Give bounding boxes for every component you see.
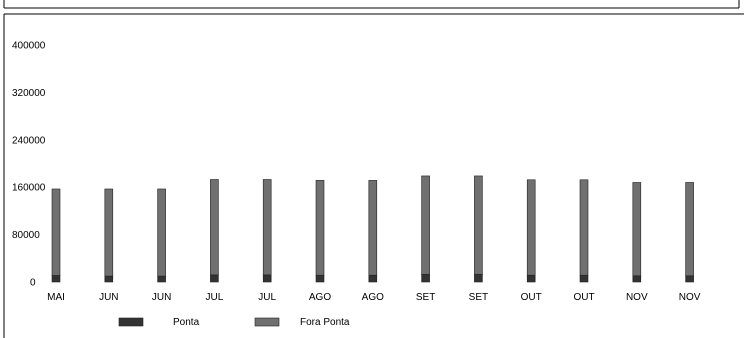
bar-ponta: [368, 274, 378, 283]
bar-ponta: [579, 274, 589, 283]
legend-label-ponta: Ponta: [173, 317, 200, 328]
bar-fora-ponta: [579, 179, 589, 276]
x-tick-label: OUT: [573, 292, 594, 303]
bar-fora-ponta: [632, 182, 642, 277]
legend: Ponta Fora Ponta: [118, 317, 350, 328]
x-tick-label: JUN: [152, 292, 171, 303]
bar-ponta: [104, 275, 114, 283]
legend-swatch-fora-ponta: [254, 317, 280, 327]
legend-swatch-ponta: [118, 317, 144, 327]
bar-fora-ponta: [262, 179, 272, 276]
x-axis-labels: MAI JUN JUN JUL JUL AGO AGO SET SET OUT OUT NOV NOV: [47, 292, 701, 303]
bar-ponta: [157, 275, 166, 283]
bar-fora-ponta: [210, 179, 219, 276]
x-tick-label: AGO: [309, 292, 331, 303]
bar-fora-ponta: [474, 175, 483, 275]
y-tick-label: 0: [30, 278, 36, 289]
bars: [51, 175, 694, 283]
y-tick-label: 320000: [12, 88, 46, 99]
x-tick-label: NOV: [626, 292, 648, 303]
x-tick-label: MAI: [47, 292, 65, 303]
x-tick-label: JUN: [99, 292, 118, 303]
bar-ponta: [632, 275, 642, 283]
bar-ponta: [474, 273, 483, 283]
y-tick-label: 240000: [12, 135, 46, 146]
x-tick-label: OUT: [521, 292, 542, 303]
bar-ponta: [262, 274, 272, 283]
bar-ponta: [315, 274, 325, 283]
x-tick-label: JUL: [258, 292, 276, 303]
bar-fora-ponta: [315, 180, 325, 276]
x-tick-label: JUL: [206, 292, 224, 303]
x-tick-label: AGO: [362, 292, 384, 303]
y-tick-label: 400000: [12, 41, 46, 52]
bar-ponta: [685, 275, 694, 283]
x-tick-label: SET: [469, 292, 488, 303]
bar-fora-ponta: [368, 180, 378, 276]
bar-fora-ponta: [104, 188, 114, 277]
x-tick-label: NOV: [679, 292, 701, 303]
bar-ponta: [51, 275, 61, 283]
y-tick-label: 160000: [12, 183, 46, 194]
bar-fora-ponta: [526, 179, 536, 276]
bar-fora-ponta: [421, 175, 430, 275]
bar-ponta: [526, 274, 536, 283]
y-axis-ticks: 0 80000 160000 240000 320000 400000: [12, 41, 46, 289]
bar-fora-ponta: [51, 188, 61, 276]
bar-ponta: [421, 273, 430, 283]
y-tick-label: 80000: [12, 230, 40, 241]
legend-label-fora-ponta: Fora Ponta: [300, 317, 350, 328]
bar-fora-ponta: [157, 188, 166, 277]
bar-fora-ponta: [685, 182, 694, 277]
x-tick-label: SET: [416, 292, 435, 303]
bar-ponta: [210, 274, 219, 283]
